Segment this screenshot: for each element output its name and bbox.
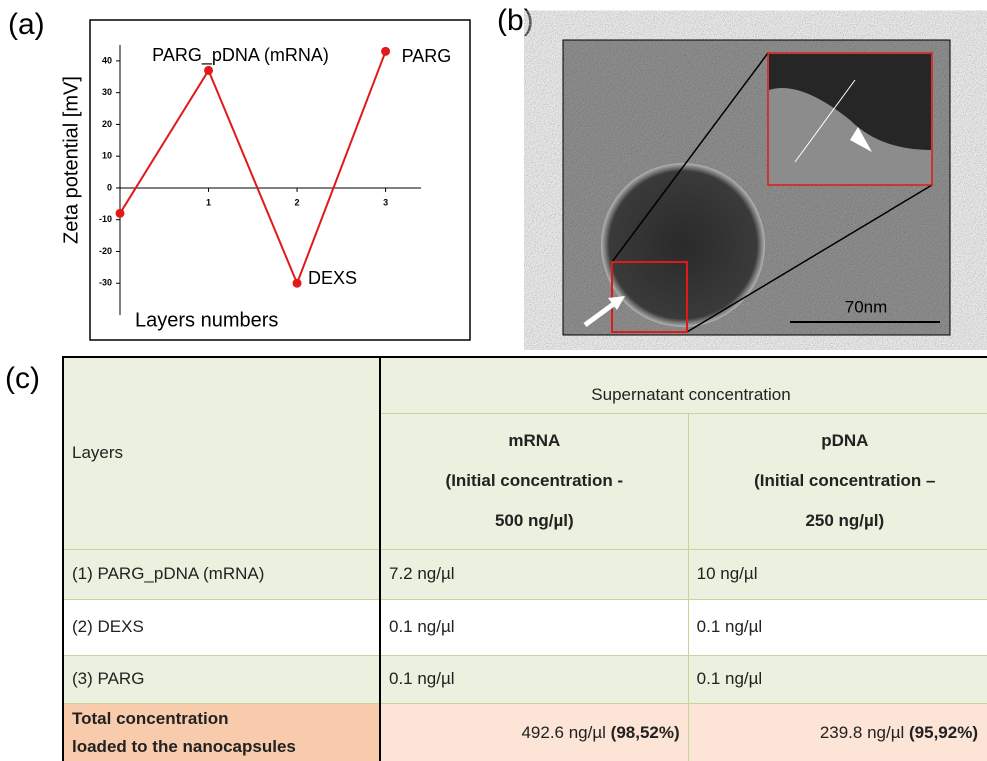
cell: 7.2 ng/µl [380,549,688,599]
y-tick-label: 40 [102,55,112,65]
total-percent: (98,52%) [611,723,680,742]
header-line: pDNA [697,421,987,461]
cell: 0.1 ng/µl [688,599,987,655]
y-tick-label: 20 [102,119,112,129]
cell: 0.1 ng/µl [380,655,688,703]
y-tick-label: -20 [99,246,112,256]
point [204,66,213,75]
cell: 10 ng/µl [688,549,987,599]
header-line: mRNA [389,421,680,461]
page: (a) (b) (c) Zeta potential [mV] Layers n… [0,0,987,761]
cell: (3) PARG [63,655,380,703]
chart-frame [90,20,470,340]
table: Layers Supernatant concentration mRNA(In… [62,356,987,761]
total-line: loaded to the nanocapsules [72,733,371,761]
tem-image: 70nm [563,40,950,335]
point-label: PARG [402,46,452,66]
figure: Zeta potential [mV] Layers numbers 70nm … [0,0,987,350]
y-tick-label: -30 [99,278,112,288]
total-cell: 492.6 ng/µl (98,52%) [380,703,688,761]
header-cell: Layers [63,357,380,549]
cell: (2) DEXS [63,599,380,655]
total-percent: (95,92%) [909,723,978,742]
y-tick-label: 10 [102,151,112,161]
total-value: 239.8 ng/µl [820,723,904,742]
x-tick-label: 2 [295,197,300,207]
header-line: 500 ng/µl) [389,501,680,541]
total-line: Total concentration [72,705,371,733]
point-label: DEXS [308,268,357,288]
header-line: (Initial concentration – [697,461,987,501]
header-cell: pDNA(Initial concentration –250 ng/µl) [688,413,987,549]
point [381,47,390,56]
cell: 0.1 ng/µl [380,599,688,655]
x-tick-label: 3 [383,197,388,207]
header-line: (Initial concentration - [389,461,680,501]
header-cell: mRNA(Initial concentration -500 ng/µl) [380,413,688,549]
cell: (1) PARG_pDNA (mRNA) [63,549,380,599]
point [293,279,302,288]
point-label: PARG_pDNA (mRNA) [152,45,329,66]
line [120,51,386,283]
total-cell: 239.8 ng/µl (95,92%) [688,703,987,761]
total-value: 492.6 ng/µl [521,723,605,742]
table-container: Layers Supernatant concentration mRNA(In… [62,356,987,761]
scale-label: 70nm [845,297,888,316]
cell: 0.1 ng/µl [688,655,987,703]
header-line: 250 ng/µl) [697,501,987,541]
panel-label: (c) [5,362,40,396]
y-axis-label: Zeta potential [mV] [60,76,82,244]
header-cell: Supernatant concentration [380,357,987,413]
x-tick-label: 1 [206,197,211,207]
y-tick-label: -10 [99,214,112,224]
y-tick-label: 0 [107,182,112,192]
x-axis-label: Layers numbers [135,309,278,331]
point [116,209,125,218]
y-tick-label: 30 [102,87,112,97]
